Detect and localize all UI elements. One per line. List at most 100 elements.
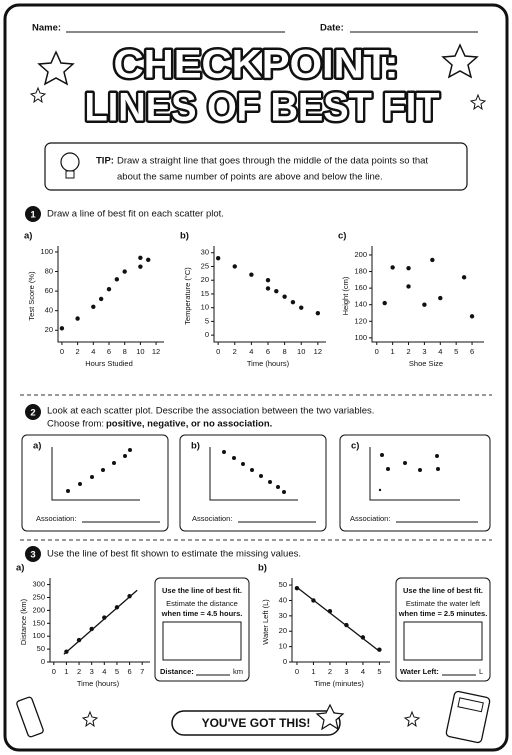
x-tick-label: 1 xyxy=(311,667,315,676)
y-tick-label: 120 xyxy=(354,316,367,325)
answer-unit: L xyxy=(479,667,483,676)
x-tick-label: 6 xyxy=(470,347,474,356)
data-point xyxy=(344,622,349,628)
x-tick-label: 6 xyxy=(266,347,270,356)
section-number: 2 xyxy=(30,408,35,419)
tip-box xyxy=(44,142,468,191)
panel: c) Association: xyxy=(339,434,491,532)
data-point xyxy=(382,300,387,306)
x-axis-label: Time (hours) xyxy=(247,359,290,368)
axes xyxy=(213,246,326,343)
data-point xyxy=(430,257,435,263)
data-point xyxy=(122,269,127,274)
x-tick-label: 12 xyxy=(152,347,160,356)
x-axis-label: Time (minutes) xyxy=(314,679,364,688)
chart-label: a) xyxy=(24,231,32,242)
data-point xyxy=(127,593,132,599)
calculator-icon xyxy=(445,690,491,744)
answer-area xyxy=(162,621,242,661)
x-tick-label: 4 xyxy=(438,347,442,356)
y-tick-label: 200 xyxy=(354,250,367,259)
data-point xyxy=(102,615,107,620)
scatter-chart: b) 0 5 10 15 20 25 30 0 2 4 6 8 10 12 Time (hours) Tempe… xyxy=(180,231,326,368)
data-point xyxy=(106,286,112,292)
data-point xyxy=(315,310,321,316)
section-number: 3 xyxy=(30,550,35,561)
x-tick-label: 0 xyxy=(375,347,379,356)
data-point xyxy=(438,295,443,301)
x-tick-label: 5 xyxy=(454,347,458,356)
data-point xyxy=(390,265,395,270)
x-tick-label: 4 xyxy=(91,347,95,356)
x-tick-label: 0 xyxy=(60,347,64,356)
y-tick-label: 150 xyxy=(32,618,45,627)
star xyxy=(469,93,487,111)
answer-label: Water Left: xyxy=(400,667,439,676)
chart-label: c) xyxy=(338,231,346,242)
x-tick-label: 1 xyxy=(391,347,395,356)
panel-label: b) xyxy=(191,441,200,452)
x-tick-label: 2 xyxy=(328,667,332,676)
mini-points xyxy=(378,453,440,492)
x-tick-label: 8 xyxy=(283,347,287,356)
y-tick-label: 200 xyxy=(32,605,45,614)
panel-box xyxy=(179,434,327,532)
data-point xyxy=(360,635,366,640)
y-tick-label: 60 xyxy=(45,286,53,295)
y-tick-label: 5 xyxy=(205,316,209,325)
x-tick-label: 7 xyxy=(140,667,144,676)
y-tick-label: 50 xyxy=(279,580,287,589)
section-badge xyxy=(25,404,41,420)
data-point xyxy=(232,264,237,269)
y-tick-label: 100 xyxy=(40,247,53,256)
estimate-box: Use the line of best fit. Estimate the d… xyxy=(154,577,250,682)
scatter-chart: c) 100 120 140 160 180 200 0 1 2 3 4 5 6 Shoe Size Heig… xyxy=(338,231,484,368)
estimate-heading: Use the line of best fit. xyxy=(162,586,242,595)
answer-unit: km xyxy=(233,667,243,676)
chart-label: a) xyxy=(16,563,24,574)
y-tick-label: 0 xyxy=(41,657,45,666)
y-tick-label: 30 xyxy=(279,611,287,620)
data-point xyxy=(138,264,143,269)
mini-points xyxy=(66,448,132,493)
data-point xyxy=(377,647,382,652)
answer-label: Distance: xyxy=(160,667,194,676)
section-instruction: Look at each scatter plot. Describe the … xyxy=(47,406,374,417)
y-tick-label: 100 xyxy=(354,333,367,342)
title-line1: CHECKPOINT: xyxy=(114,43,399,87)
x-tick-label: 12 xyxy=(314,347,322,356)
data-point xyxy=(469,314,475,319)
x-tick-label: 4 xyxy=(249,347,253,356)
x-tick-label: 5 xyxy=(115,667,119,676)
estimate-box: Use the line of best fit. Estimate the w… xyxy=(395,577,491,682)
data-point xyxy=(89,626,94,632)
scatter-chart: a) 20 40 60 80 100 0 2 4 6 8 10 12 Hours Studied Test … xyxy=(24,231,164,368)
x-tick-label: 4 xyxy=(361,667,365,676)
star xyxy=(441,43,479,79)
data-point xyxy=(299,305,304,310)
data-point xyxy=(249,272,254,277)
y-tick-label: 80 xyxy=(45,267,53,276)
panel-label: c) xyxy=(351,441,359,452)
y-tick-label: 0 xyxy=(205,330,209,339)
y-axis-label: Test Score (%) xyxy=(27,271,36,321)
x-tick-label: 0 xyxy=(295,667,299,676)
y-axis-label: Water Left (L) xyxy=(261,599,270,645)
data-point xyxy=(75,316,80,321)
x-axis-label: Hours Studied xyxy=(85,359,133,368)
data-point xyxy=(59,326,65,331)
y-axis-label: Height (cm) xyxy=(341,276,350,315)
x-tick-label: 2 xyxy=(76,347,80,356)
section-instruction: Draw a line of best fit on each scatter … xyxy=(47,209,224,220)
tip-text: Draw a straight line that goes through t… xyxy=(117,156,428,167)
panel-label: a) xyxy=(33,441,41,452)
axes xyxy=(57,246,164,343)
axes xyxy=(371,246,484,343)
date-label: Date: xyxy=(320,23,344,34)
y-tick-label: 50 xyxy=(37,644,45,653)
y-tick-label: 10 xyxy=(201,303,209,312)
estimate-text: when time = 2.5 minutes. xyxy=(398,609,488,618)
